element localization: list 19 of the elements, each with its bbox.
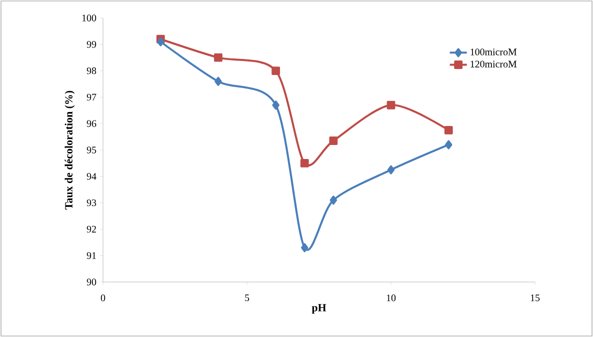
y-tick-label: 92 [86,226,96,233]
y-axis-title: Taux de décoloration (%) [64,90,75,210]
x-tick-label: 0 [100,294,106,302]
x-tick-label: 15 [530,294,540,302]
y-tick-label: 98 [86,67,96,74]
y-tick-label: 97 [86,94,96,101]
y-tick-label: 96 [86,120,96,127]
legend-label: 100microM [470,48,517,56]
y-tick-label: 94 [86,173,96,180]
x-axis-title: pH [312,304,326,314]
y-tick-label: 90 [86,278,96,286]
y-tick-label: 99 [86,41,96,48]
y-tick-label: 100 [82,14,96,22]
y-tick-label: 95 [86,146,96,154]
y-tick-label: 93 [86,199,96,206]
x-tick-label: 5 [245,294,250,302]
legend-label: 120microM [470,60,517,68]
x-tick-label: 10 [386,294,396,302]
y-tick-label: 91 [86,252,96,259]
